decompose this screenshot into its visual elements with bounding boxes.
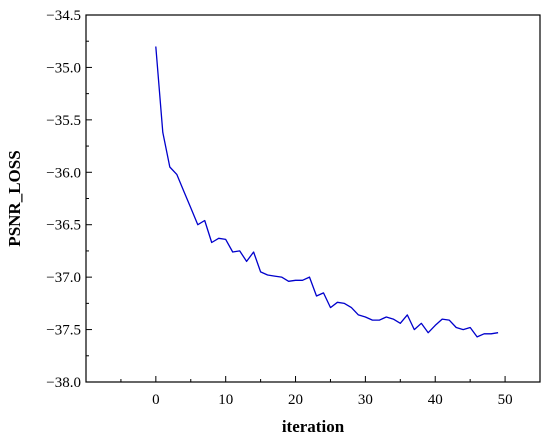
y-tick-label: −36.5 — [46, 218, 81, 234]
y-tick-label: −35.5 — [46, 113, 81, 129]
y-tick-label: −38.0 — [46, 375, 81, 391]
y-axis-ticks: −38.0 −37.5 −37.0 −36.5 −36.0 −35.5 −35.0 −34.5 — [46, 8, 92, 391]
y-tick-label: −35.0 — [46, 60, 81, 76]
x-tick-label: 10 — [218, 392, 233, 408]
y-tick-label: −36.0 — [46, 165, 81, 181]
series-line — [155, 46, 499, 338]
x-axis-ticks: 0 10 20 30 40 50 — [120, 376, 541, 408]
x-tick-label: 30 — [358, 392, 373, 408]
y-axis-title: PSNR_LOSS — [5, 150, 24, 246]
x-tick-label: 0 — [152, 392, 160, 408]
plot-area — [85, 14, 541, 383]
y-tick-label: −34.5 — [46, 8, 81, 24]
x-tick-label: 50 — [498, 392, 513, 408]
x-tick-label: 40 — [428, 392, 443, 408]
y-tick-label: −37.5 — [46, 323, 81, 339]
y-tick-label: −37.0 — [46, 270, 81, 286]
plot-frame — [85, 14, 541, 383]
x-tick-label: 20 — [288, 392, 303, 408]
x-axis-title: iteration — [282, 417, 345, 436]
